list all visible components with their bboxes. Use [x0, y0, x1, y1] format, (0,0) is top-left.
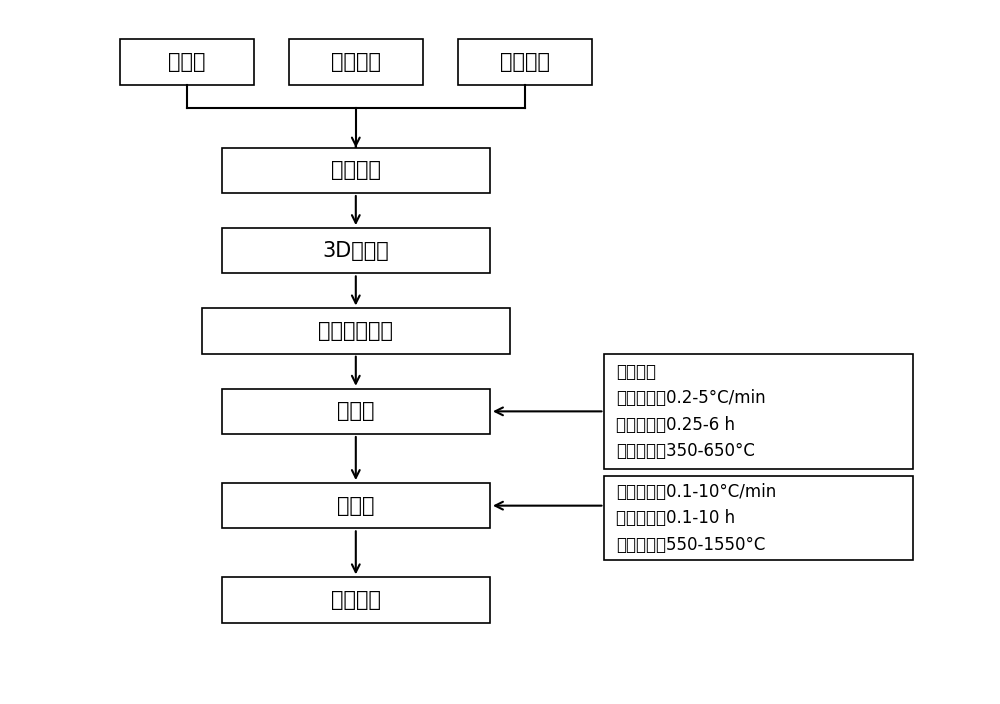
Text: 马弗炉: 马弗炉	[337, 496, 375, 515]
FancyBboxPatch shape	[222, 483, 490, 529]
FancyBboxPatch shape	[120, 39, 254, 85]
FancyBboxPatch shape	[222, 148, 490, 193]
FancyBboxPatch shape	[222, 577, 490, 622]
FancyBboxPatch shape	[289, 39, 423, 85]
Text: 陶瓷型芯: 陶瓷型芯	[331, 590, 381, 610]
Text: 陶瓷型芯素坯: 陶瓷型芯素坯	[318, 321, 393, 341]
FancyBboxPatch shape	[222, 228, 490, 273]
Text: 3D打印机: 3D打印机	[322, 241, 389, 260]
FancyBboxPatch shape	[202, 308, 510, 353]
FancyBboxPatch shape	[604, 477, 913, 560]
FancyBboxPatch shape	[604, 353, 913, 469]
Text: 无机粉体: 无机粉体	[331, 52, 381, 72]
FancyBboxPatch shape	[222, 389, 490, 434]
Text: 氩气气氛
升温速率为0.2-5°C/min
保温时间为0.25-6 h
脱脂温度为350-650°C: 氩气气氛 升温速率为0.2-5°C/min 保温时间为0.25-6 h 脱脂温度…	[616, 363, 766, 460]
Text: 陶瓷浆料: 陶瓷浆料	[331, 161, 381, 180]
FancyBboxPatch shape	[458, 39, 592, 85]
Text: 光敏树脂: 光敏树脂	[500, 52, 550, 72]
Text: 升温速率为0.1-10°C/min
保温时间为0.1-10 h
脱脂温度为550-1550°C: 升温速率为0.1-10°C/min 保温时间为0.1-10 h 脱脂温度为550…	[616, 483, 777, 553]
Text: 管式炉: 管式炉	[337, 401, 375, 422]
Text: 石墨烯: 石墨烯	[168, 52, 206, 72]
